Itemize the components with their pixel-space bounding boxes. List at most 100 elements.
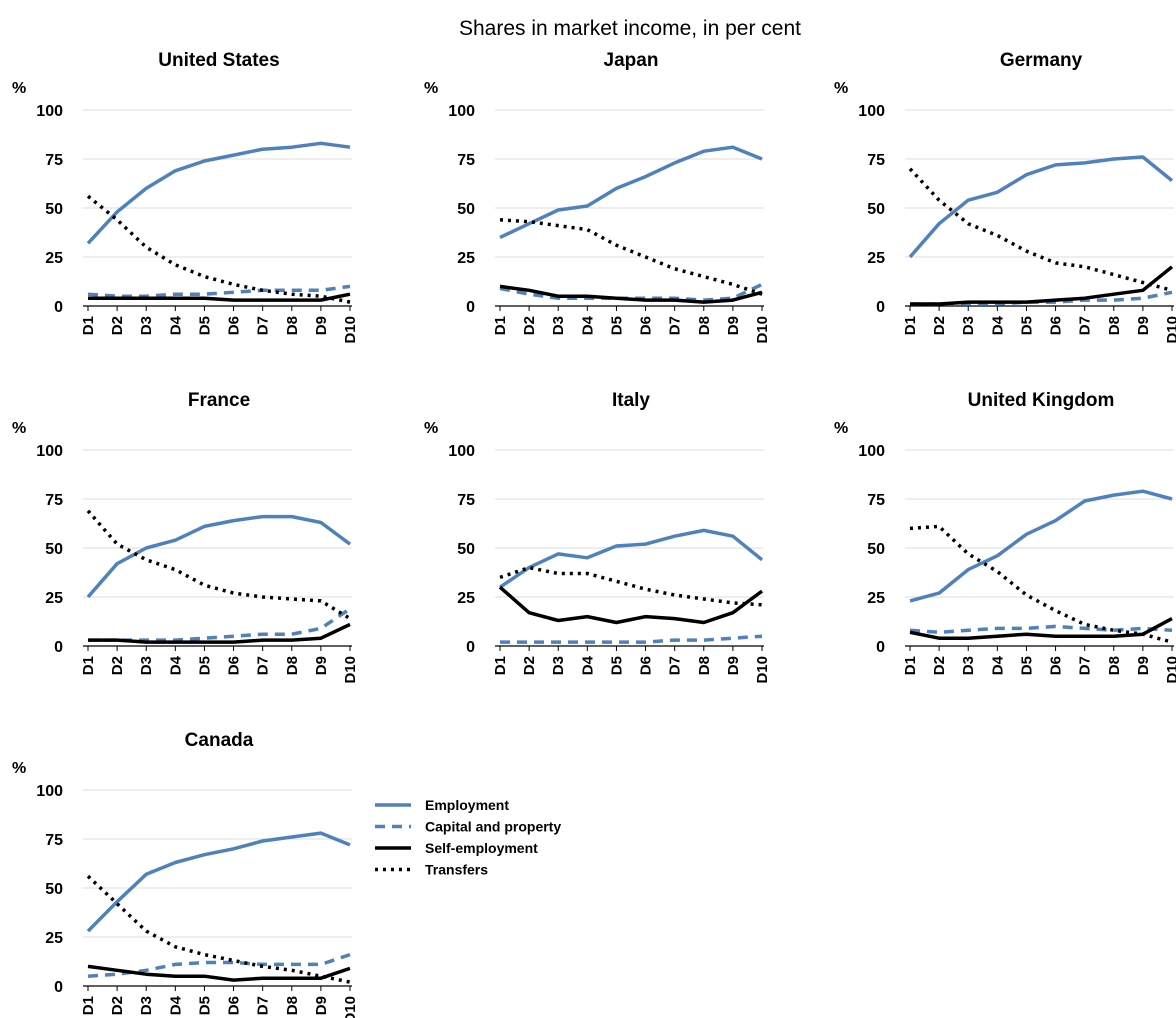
- panel-title: United Kingdom: [968, 390, 1115, 411]
- series-line-transfers: [909, 524, 1173, 644]
- y-unit-label: %: [12, 80, 26, 97]
- x-tick-label: D8: [284, 996, 301, 1015]
- x-tick-label: D10: [342, 656, 359, 684]
- y-tick-label: 25: [867, 590, 885, 607]
- series-line-self-employment: [88, 292, 351, 302]
- y-tick-label: 50: [867, 201, 885, 218]
- x-tick-label: D6: [638, 656, 655, 675]
- series-line-transfers: [86, 194, 351, 304]
- series-line-capital-and-property: [87, 284, 351, 298]
- legend-item-employment: Employment: [375, 797, 509, 813]
- x-tick-label: D8: [1106, 316, 1123, 335]
- y-tick-label: 75: [45, 832, 63, 849]
- y-tick-label: 50: [457, 541, 475, 558]
- legend-item-self-employment: Self-employment: [375, 840, 538, 856]
- panel-japan: Japan% 0 25 50 75 100 D1 D2 D3 D4 D5 D6 D7 D8 D9 D10: [424, 50, 771, 344]
- y-unit-label: %: [834, 80, 848, 97]
- x-tick-label: D4: [989, 655, 1006, 675]
- x-tick-label: D2: [109, 656, 126, 675]
- y-tick-label: 100: [858, 103, 885, 120]
- x-tick-label: D3: [960, 656, 977, 675]
- y-tick-label: 100: [448, 443, 475, 460]
- x-tick-label: D7: [255, 316, 272, 335]
- x-tick-label: D1: [902, 316, 919, 335]
- panel-title: Japan: [604, 50, 659, 71]
- y-tick-label: 75: [867, 492, 885, 509]
- x-tick-label: D10: [754, 656, 771, 684]
- x-tick-label: D5: [196, 996, 213, 1015]
- x-tick-label: D5: [1018, 656, 1035, 675]
- x-tick-label: D10: [342, 316, 359, 344]
- y-tick-label: 50: [457, 201, 475, 218]
- x-tick-label: D3: [138, 656, 155, 675]
- y-tick-label: 0: [54, 979, 63, 996]
- series-line-capital-and-property: [500, 634, 763, 644]
- x-tick-label: D5: [608, 656, 625, 675]
- legend-label: Capital and property: [425, 819, 561, 835]
- panel-united-states: United States% 0 25 50 75 100 D1 D2 D3 D4 D5 D6 D7 D8…: [12, 50, 359, 344]
- x-tick-label: D10: [754, 316, 771, 344]
- x-tick-label: D2: [931, 656, 948, 675]
- panels: United States% 0 25 50 75 100 D1 D2 D3 D4 D5 D6 D7 D8…: [12, 50, 1176, 1018]
- legend-label: Employment: [425, 797, 509, 813]
- x-tick-label: D9: [313, 656, 330, 675]
- x-tick-label: D1: [80, 656, 97, 675]
- x-tick-label: D2: [931, 316, 948, 335]
- series-line-self-employment: [498, 585, 764, 625]
- y-tick-label: 100: [858, 443, 885, 460]
- y-tick-label: 0: [876, 299, 885, 316]
- y-unit-label: %: [834, 420, 848, 437]
- series-line-transfers: [499, 565, 763, 607]
- x-tick-label: D4: [167, 995, 184, 1015]
- x-tick-label: D6: [1048, 656, 1065, 675]
- x-tick-label: D9: [1135, 316, 1152, 335]
- x-tick-label: D6: [226, 316, 243, 335]
- series-line-employment: [86, 831, 351, 933]
- x-tick-label: D5: [196, 316, 213, 335]
- series-line-transfers: [499, 218, 763, 296]
- x-tick-label: D2: [109, 316, 126, 335]
- x-tick-label: D7: [255, 996, 272, 1015]
- x-tick-label: D3: [138, 996, 155, 1015]
- x-tick-label: D9: [313, 316, 330, 335]
- panel-title: United States: [158, 50, 279, 71]
- series-line-self-employment: [909, 617, 1173, 640]
- legend-item-transfers: Transfers: [375, 862, 488, 878]
- figure-title: Shares in market income, in per cent: [459, 17, 801, 40]
- series-line-employment: [86, 514, 352, 599]
- x-tick-label: D10: [1164, 656, 1176, 684]
- x-tick-label: D5: [1018, 316, 1035, 335]
- y-tick-label: 75: [867, 152, 885, 169]
- x-tick-label: D8: [696, 656, 713, 675]
- y-tick-label: 25: [867, 250, 885, 267]
- y-tick-label: 0: [876, 639, 885, 656]
- x-tick-label: D6: [226, 996, 243, 1015]
- panel-united-kingdom: United Kingdom% 0 25 50 75 100 D1 D2 D3 D4 D5 D6 D7 D…: [834, 390, 1176, 684]
- x-tick-label: D3: [960, 316, 977, 335]
- panel-canada: Canada% 0 25 50 75 100 D1 D2 D3 D4 D5 D6 D7 D8 D9 D10: [12, 730, 359, 1018]
- x-tick-label: D7: [1077, 656, 1094, 675]
- panel-title: Germany: [1000, 50, 1083, 71]
- panel-title: Canada: [185, 730, 254, 751]
- series-line-self-employment: [499, 284, 763, 304]
- x-tick-label: D9: [313, 996, 330, 1015]
- x-tick-label: D1: [80, 996, 97, 1015]
- x-tick-label: D1: [492, 656, 509, 675]
- y-tick-label: 75: [45, 492, 63, 509]
- x-tick-label: D5: [196, 656, 213, 675]
- y-unit-label: %: [12, 760, 26, 777]
- legend-label: Transfers: [425, 862, 488, 878]
- y-tick-label: 25: [45, 250, 63, 267]
- series-line-transfers: [86, 509, 351, 621]
- y-tick-label: 75: [457, 152, 475, 169]
- x-tick-label: D4: [167, 655, 184, 675]
- x-tick-label: D1: [902, 656, 919, 675]
- series-line-employment: [499, 528, 764, 589]
- x-tick-label: D9: [725, 316, 742, 335]
- panel-italy: Italy% 0 25 50 75 100 D1 D2 D3 D4 D5 D6 D7 D8 D9 D10: [424, 390, 771, 684]
- y-tick-label: 25: [457, 590, 475, 607]
- panel-germany: Germany% 0 25 50 75 100 D1 D2 D3 D4 D5 D6 D7 D8 D9 D10: [834, 50, 1176, 344]
- y-tick-label: 0: [54, 299, 63, 316]
- y-tick-label: 0: [466, 639, 475, 656]
